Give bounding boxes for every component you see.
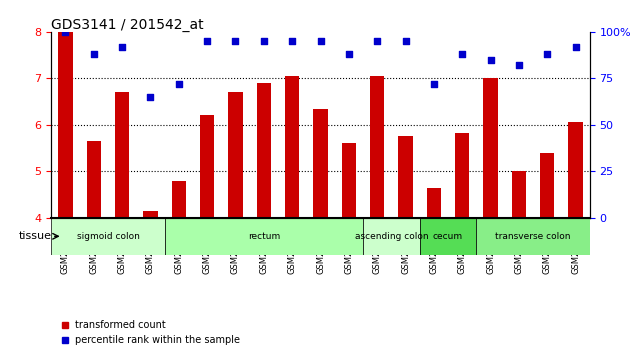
Text: ascending colon: ascending colon [354, 232, 428, 241]
Text: rectum: rectum [247, 232, 280, 241]
FancyBboxPatch shape [51, 218, 165, 255]
Point [570, 44, 581, 50]
Text: sigmoid colon: sigmoid colon [76, 232, 139, 241]
Bar [200, 115, 214, 218]
Point [401, 38, 411, 44]
Point [372, 38, 382, 44]
Bar [115, 92, 129, 218]
Point [287, 38, 297, 44]
Text: cecum: cecum [433, 232, 463, 241]
Legend: transformed count, percentile rank within the sample: transformed count, percentile rank withi… [56, 316, 244, 349]
Point [457, 51, 467, 57]
Point [429, 81, 439, 87]
Bar [172, 181, 186, 218]
Point [202, 38, 212, 44]
Bar [540, 153, 554, 218]
Bar [228, 92, 242, 218]
Bar [399, 136, 413, 218]
Point [259, 38, 269, 44]
Point [485, 57, 495, 63]
Point [315, 38, 326, 44]
Point [117, 44, 128, 50]
Bar [342, 143, 356, 218]
Point [513, 62, 524, 68]
FancyBboxPatch shape [420, 218, 476, 255]
Point [174, 81, 184, 87]
FancyBboxPatch shape [363, 218, 420, 255]
Point [88, 51, 99, 57]
Point [60, 29, 71, 35]
Bar [313, 109, 328, 218]
Bar [483, 78, 497, 218]
Bar [144, 211, 158, 218]
FancyBboxPatch shape [476, 218, 590, 255]
Bar [427, 188, 441, 218]
Bar [370, 76, 384, 218]
Point [542, 51, 553, 57]
Bar [87, 141, 101, 218]
FancyBboxPatch shape [165, 218, 363, 255]
Bar [512, 171, 526, 218]
Bar [257, 83, 271, 218]
Bar [455, 133, 469, 218]
Text: transverse colon: transverse colon [495, 232, 570, 241]
Text: tissue: tissue [19, 231, 51, 241]
Bar [285, 76, 299, 218]
Bar [569, 122, 583, 218]
Point [230, 38, 240, 44]
Text: GDS3141 / 201542_at: GDS3141 / 201542_at [51, 18, 204, 32]
Point [146, 94, 156, 100]
Bar [58, 32, 72, 218]
Point [344, 51, 354, 57]
